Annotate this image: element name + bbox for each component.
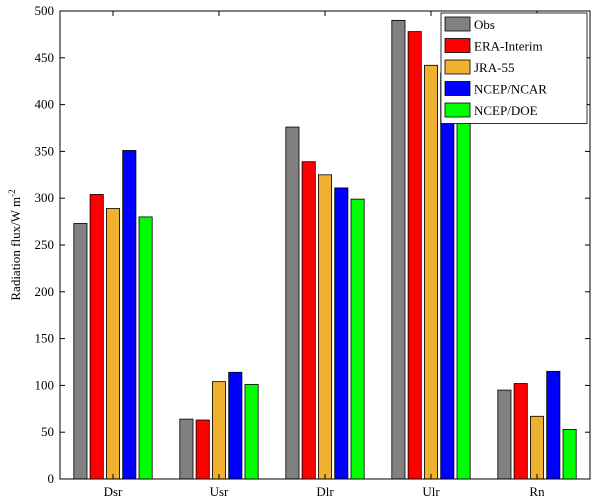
bar-obs-rn xyxy=(497,389,512,480)
bars-layer xyxy=(73,19,577,480)
x-tick-label-usr: Usr xyxy=(210,484,229,499)
bar-ncep-ncar-rn xyxy=(546,370,561,480)
y-axis-label-superscript: -2 xyxy=(7,189,17,197)
y-tick-label: 250 xyxy=(35,237,55,252)
y-tick-label: 0 xyxy=(48,471,55,486)
x-tick-label-ulr: Ulr xyxy=(422,484,440,499)
y-tick-label: 50 xyxy=(41,424,54,439)
y-axis-label-text: Radiation flux/W m xyxy=(8,197,23,301)
y-tick-label: 350 xyxy=(35,143,55,158)
legend-swatch-obs xyxy=(444,16,471,32)
y-axis: 0 50 100 150 200 250 300 350 400 450 500 xyxy=(35,3,590,486)
bar-obs-dlr xyxy=(285,126,300,480)
legend-label-ncep-doe: NCEP/DOE xyxy=(474,103,538,118)
bar-era-interim-rn xyxy=(513,383,528,480)
bar-obs-usr xyxy=(179,418,194,480)
bar-era-interim-usr xyxy=(195,419,210,480)
bar-ncep-ncar-dlr xyxy=(334,187,349,480)
y-tick-label: 500 xyxy=(35,3,55,18)
bar-obs-ulr xyxy=(391,19,406,480)
bar-ncep-doe-usr xyxy=(244,384,259,480)
legend-swatch-era-interim xyxy=(444,38,471,53)
bar-obs-dsr xyxy=(73,223,88,480)
x-axis: Dsr Usr Dlr Ulr Rn xyxy=(104,11,545,499)
x-tick-label-dlr: Dlr xyxy=(316,484,334,499)
bar-jra-55-rn xyxy=(530,415,545,480)
bar-ncep-doe-dsr xyxy=(138,216,153,480)
bar-ncep-doe-rn xyxy=(562,428,577,480)
bar-jra-55-dlr xyxy=(317,174,332,480)
legend-label-ncep-ncar: NCEP/NCAR xyxy=(474,82,547,97)
y-tick-label: 450 xyxy=(35,50,55,65)
y-tick-label: 100 xyxy=(35,377,55,392)
bar-era-interim-dlr xyxy=(301,161,316,480)
legend-label-obs: Obs xyxy=(474,17,495,32)
legend-swatch-jra-55 xyxy=(444,59,471,75)
bar-ncep-ncar-ulr xyxy=(440,72,455,480)
y-tick-label: 200 xyxy=(35,284,55,299)
bar-jra-55-dsr xyxy=(106,208,121,480)
x-tick-label-dsr: Dsr xyxy=(104,484,123,499)
legend-swatch-ncep-ncar xyxy=(444,81,471,96)
y-tick-label: 300 xyxy=(35,190,55,205)
legend: Obs ERA-Interim JRA-55 NCEP/NCAR NCEP/DOE xyxy=(440,12,588,124)
y-tick-label: 150 xyxy=(35,331,55,346)
bar-ncep-ncar-usr xyxy=(228,371,243,480)
bar-jra-55-ulr xyxy=(423,64,438,480)
y-tick-label: 400 xyxy=(35,97,55,112)
bar-era-interim-dsr xyxy=(89,194,104,480)
bar-ncep-ncar-dsr xyxy=(122,150,137,480)
legend-label-era-interim: ERA-Interim xyxy=(474,39,543,54)
legend-label-jra-55: JRA-55 xyxy=(474,60,514,75)
bar-era-interim-ulr xyxy=(407,31,422,480)
bar-ncep-doe-ulr xyxy=(456,81,471,480)
bar-jra-55-usr xyxy=(211,381,226,480)
legend-swatch-ncep-doe xyxy=(444,102,471,118)
y-axis-label: Radiation flux/W m-2 xyxy=(7,189,23,300)
x-tick-label-rn: Rn xyxy=(529,484,545,499)
bar-ncep-doe-dlr xyxy=(350,198,365,480)
